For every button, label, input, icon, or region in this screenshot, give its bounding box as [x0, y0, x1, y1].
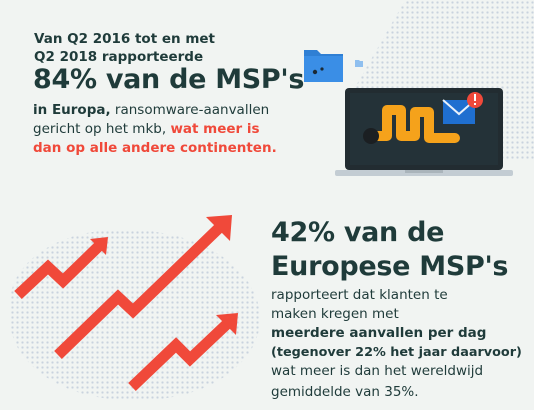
intro-line-1: Van Q2 2016 tot en met: [34, 31, 215, 47]
top-body: in Europa, ransomware-aanvallen gericht …: [33, 101, 333, 158]
headline-42-line-1: 42% van de: [271, 217, 445, 248]
folder-icon: [304, 50, 343, 82]
highlight-2: dan op alle andere continenten.: [33, 140, 277, 156]
intro-line-2: Q2 2018 rapporteerde: [34, 49, 204, 65]
bottom-line-4: gemiddelde van 35%.: [271, 384, 419, 400]
trend-up-arrow-icon: [14, 215, 238, 391]
small-folder-icon: [355, 60, 363, 67]
body-line-2: gericht op het mkb,: [33, 121, 171, 137]
top-body-line-1: in Europa, ransomware-aanvallen: [33, 101, 333, 120]
bottom-bold-line-2: (tegenover 22% het jaar daarvoor): [271, 345, 522, 360]
body-bold: in Europa,: [33, 102, 111, 118]
laptop-icon: [335, 88, 513, 176]
body-rest: ransomware-aanvallen: [110, 102, 270, 118]
headline-42: 42% van de Europese MSP's: [271, 216, 509, 284]
bottom-line-1: rapporteert dat klanten te: [271, 287, 448, 303]
bottom-body: rapporteert dat klanten te maken kregen …: [271, 286, 533, 402]
trend-arrows: [14, 215, 238, 391]
top-body-line-2: gericht op het mkb, wat meer is: [33, 120, 333, 139]
malware-worm-icon: [363, 105, 460, 144]
alert-badge-icon: [467, 92, 483, 108]
bottom-line-3: wat meer is dan het wereldwijd: [271, 363, 484, 379]
headline-42-line-2: Europese MSP's: [271, 251, 509, 282]
bottom-line-2: maken kregen met: [271, 306, 399, 322]
intro-text: Van Q2 2016 tot en met Q2 2018 rapportee…: [34, 30, 215, 66]
highlight-1: wat meer is: [170, 121, 260, 137]
bottom-bold-line-1: meerdere aanvallen per dag: [271, 325, 487, 341]
headline-84: 84% van de MSP's: [33, 64, 305, 95]
